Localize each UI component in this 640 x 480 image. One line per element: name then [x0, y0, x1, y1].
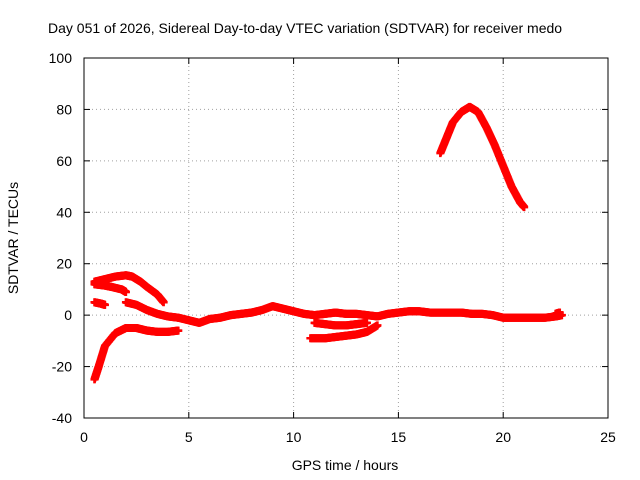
data-point — [174, 326, 183, 335]
series-arc-4 — [90, 298, 109, 309]
data-point — [362, 318, 371, 327]
data-point — [373, 321, 382, 330]
x-tick-label: 0 — [80, 429, 88, 445]
y-tick-label: 80 — [56, 101, 72, 117]
series-arc-10 — [551, 308, 564, 318]
series-arc-8 — [306, 321, 382, 343]
x-tick-label: 5 — [185, 429, 193, 445]
series-arc-2 — [90, 271, 168, 307]
x-tick-label: 10 — [286, 429, 302, 445]
data-point — [100, 300, 109, 309]
series-arc-7 — [310, 318, 371, 330]
series-arc-3 — [90, 280, 130, 296]
x-tick-label: 15 — [391, 429, 407, 445]
y-tick-label: -40 — [52, 410, 72, 426]
x-axis-label: GPS time / hours — [292, 457, 399, 473]
y-axis-label: SDTVAR / TECUs — [5, 182, 21, 294]
y-tick-label: 60 — [56, 153, 72, 169]
axis-ticks: 0 5 10 15 20 25 -40 -20 0 20 40 60 80 100 — [49, 50, 616, 445]
chart-title: Day 051 of 2026, Sidereal Day-to-day VTE… — [48, 20, 562, 36]
y-tick-label: 0 — [64, 307, 72, 323]
data-points — [90, 102, 566, 384]
y-tick-label: 20 — [56, 256, 72, 272]
data-point — [121, 288, 130, 296]
data-point — [520, 203, 529, 212]
y-tick-label: -20 — [52, 359, 72, 375]
series-arc-5 — [121, 298, 183, 322]
data-point — [555, 308, 564, 317]
series-arc-6 — [174, 302, 566, 327]
data-point — [159, 298, 168, 307]
x-tick-label: 25 — [600, 429, 616, 445]
series-arc-9 — [436, 102, 529, 212]
y-tick-label: 100 — [49, 50, 73, 66]
y-tick-label: 40 — [56, 204, 72, 220]
x-tick-label: 20 — [495, 429, 511, 445]
plot-frame — [83, 57, 609, 419]
series-arc-1 — [90, 324, 183, 384]
